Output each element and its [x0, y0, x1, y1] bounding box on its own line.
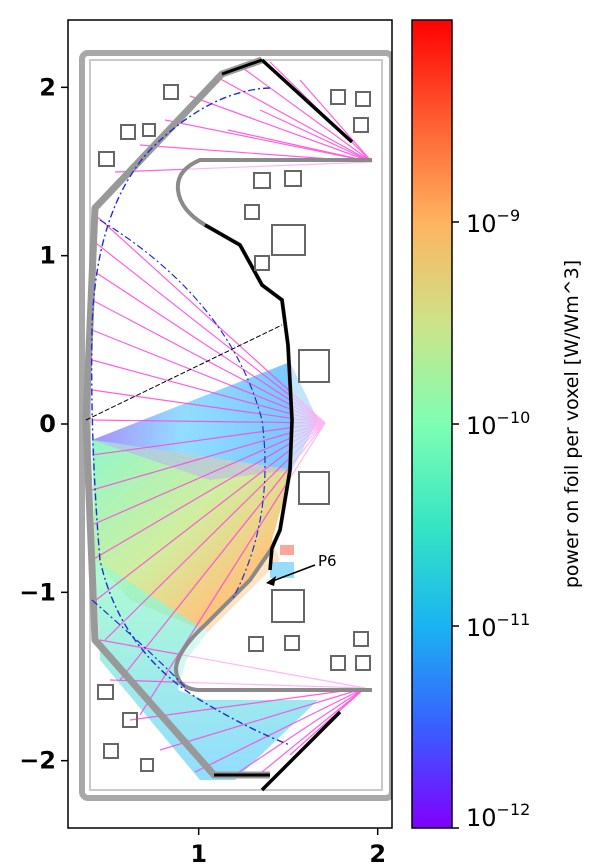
lower-divertor	[260, 710, 342, 792]
p6-arrow	[269, 564, 316, 583]
colorbar-tick-label: 10−9	[466, 206, 520, 238]
p6-label: P6	[318, 552, 337, 570]
colorbar: 10−9 10−10 10−11 10−12 power on foil per vo…	[411, 19, 583, 832]
y-tick-label: 0	[39, 410, 56, 438]
y-tick-label: 1	[39, 242, 56, 270]
colorbar-gradient	[412, 20, 452, 828]
y-axis: 2 1 0 −1 −2	[19, 73, 68, 775]
colorbar-tick-label: 10−11	[466, 610, 530, 642]
y-tick-label: 2	[39, 73, 56, 101]
x-tick-label: 2	[369, 840, 386, 868]
upper-divertor	[260, 58, 354, 144]
inner-wall	[204, 223, 294, 571]
colorbar-tick-label: 10−10	[466, 408, 530, 440]
vessel-components	[97, 84, 371, 772]
emission-regions	[92, 362, 318, 780]
y-tick-label: −1	[19, 578, 56, 606]
vessel-frame	[79, 50, 392, 801]
lines-of-sight-mid	[91, 211, 326, 716]
y-tick-label: −2	[19, 747, 56, 775]
colorbar-ticks: 10−9 10−10 10−11 10−12	[452, 206, 530, 832]
colorbar-label: power on foil per voxel [W/Wm^3]	[561, 260, 583, 588]
colorbar-tick-label: 10−12	[466, 800, 530, 832]
x-tick-label: 1	[190, 840, 207, 868]
plot-area: P6	[79, 50, 392, 801]
separatrix	[90, 87, 291, 746]
lines-of-sight-lower	[99, 639, 366, 779]
lines-of-sight-upper	[114, 61, 373, 173]
